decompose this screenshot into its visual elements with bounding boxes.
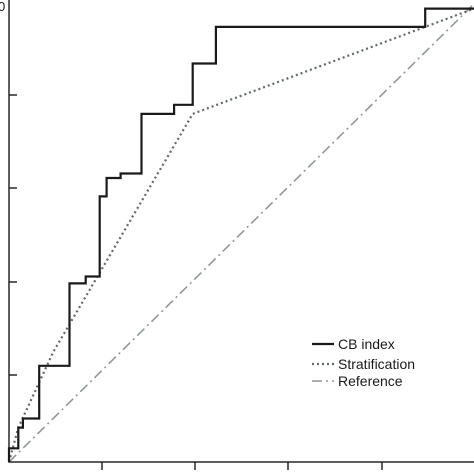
stratification-layer: [7, 7, 474, 463]
plot-frame: [8, 0, 474, 463]
legend-cb-index-label: CB index: [338, 336, 395, 352]
legend-cb-index: CB index: [312, 336, 395, 352]
stratification-line: [7, 7, 474, 463]
legend-reference-label: Reference: [338, 373, 403, 389]
legend-stratification-label: Stratification: [338, 356, 415, 372]
cb-index-line: [7, 7, 474, 462]
reference-layer: [8, 3, 474, 463]
legend-stratification: Stratification: [312, 356, 415, 372]
corner-tick-label: 0: [0, 0, 5, 14]
cb-index-layer: [7, 7, 474, 462]
legend-reference: Reference: [312, 373, 403, 389]
axis-ticks: [9, 94, 383, 470]
reference-line: [8, 3, 474, 463]
